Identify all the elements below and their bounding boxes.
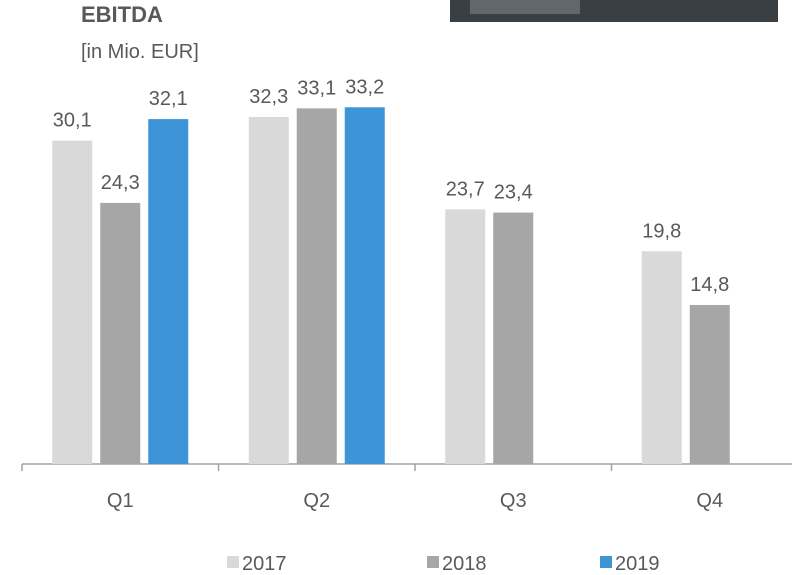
data-label: 23,7 xyxy=(446,178,485,200)
legend-swatch xyxy=(427,556,439,568)
chart-subtitle: [in Mio. EUR] xyxy=(81,41,199,63)
bar xyxy=(297,108,337,464)
bar xyxy=(642,251,682,464)
bar xyxy=(690,305,730,464)
bar xyxy=(100,203,140,464)
x-tick-label: Q3 xyxy=(500,490,527,512)
bar xyxy=(148,119,188,464)
legend-swatch xyxy=(227,556,239,568)
data-label: 32,1 xyxy=(149,88,188,110)
bar xyxy=(52,141,92,464)
data-label: 14,8 xyxy=(690,274,729,296)
legend-swatch xyxy=(600,556,612,568)
header-photo-detail xyxy=(470,0,580,14)
x-tick-label: Q1 xyxy=(107,490,134,512)
data-label: 33,1 xyxy=(297,77,336,99)
legend-label: 2019 xyxy=(615,553,660,575)
legend-label: 2017 xyxy=(242,553,287,575)
data-label: 30,1 xyxy=(53,110,92,132)
bar xyxy=(345,107,385,464)
chart-title: EBITDA xyxy=(81,2,163,27)
chart: EBITDA [in Mio. EUR] Q1 30,1 24,3 32,1 Q2 32,… xyxy=(0,0,792,575)
x-tick-label: Q4 xyxy=(696,490,723,512)
bar xyxy=(493,213,533,464)
data-label: 24,3 xyxy=(101,172,140,194)
bar xyxy=(445,209,485,464)
data-label: 32,3 xyxy=(249,86,288,108)
bar xyxy=(249,117,289,464)
legend-label: 2018 xyxy=(442,553,487,575)
data-label: 23,4 xyxy=(494,182,533,204)
data-label: 33,2 xyxy=(345,76,384,98)
data-label: 19,8 xyxy=(642,220,681,242)
x-tick-label: Q2 xyxy=(303,490,330,512)
